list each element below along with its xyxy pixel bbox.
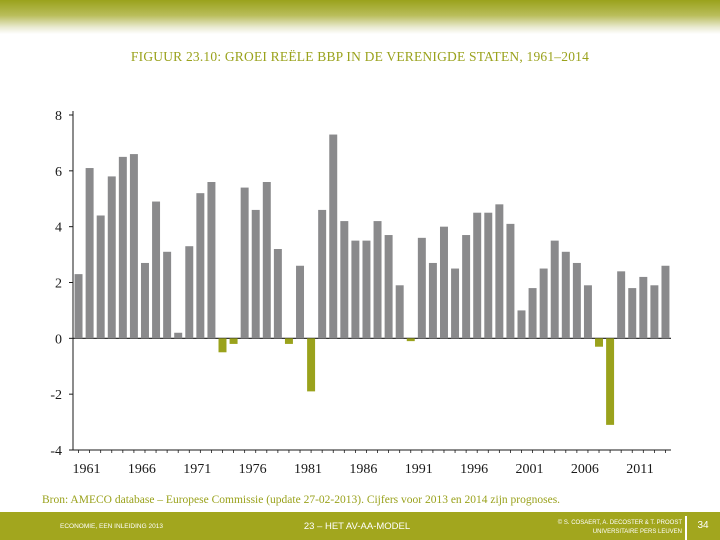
x-tick-label-1966: 1966 bbox=[128, 462, 156, 477]
bar-1994 bbox=[439, 226, 448, 339]
bar-1984 bbox=[329, 134, 338, 339]
x-tick-label-1961: 1961 bbox=[73, 462, 101, 477]
footer-divider bbox=[685, 516, 687, 540]
top-decorative-band bbox=[0, 0, 720, 34]
x-tick-label-1991: 1991 bbox=[405, 462, 433, 477]
x-tick-label-1981: 1981 bbox=[294, 462, 322, 477]
bar-1993 bbox=[428, 262, 437, 339]
bar-1979 bbox=[273, 249, 282, 339]
axes-layer bbox=[69, 111, 671, 453]
bar-1977 bbox=[251, 209, 260, 339]
bar-1992 bbox=[417, 237, 426, 339]
bar-2013 bbox=[650, 285, 659, 339]
bar-2005 bbox=[561, 251, 570, 339]
bar-2003 bbox=[539, 268, 548, 339]
y-tick-label: 2 bbox=[55, 277, 62, 292]
bar-1995 bbox=[451, 268, 460, 339]
bar-1985 bbox=[340, 221, 349, 339]
bar-1990 bbox=[395, 285, 404, 339]
bar-1996 bbox=[462, 235, 471, 339]
footer-book-title: ECONOMIE, EEN INLEIDING 2013 bbox=[60, 523, 163, 530]
bar-1968 bbox=[152, 201, 161, 339]
x-tick-label-2011: 2011 bbox=[626, 462, 653, 477]
bar-1978 bbox=[262, 182, 271, 339]
bar-1963 bbox=[96, 215, 105, 339]
slide-title: FIGUUR 23.10: GROEI REËLE BBP IN DE VERE… bbox=[130, 49, 590, 64]
footer-chapter-title: 23 – HET AV-AA-MODEL bbox=[303, 521, 411, 532]
bar-1972 bbox=[196, 193, 205, 339]
bar-2009 bbox=[606, 338, 615, 425]
bar-1986 bbox=[351, 240, 360, 339]
bar-1964 bbox=[107, 176, 116, 339]
bar-2006 bbox=[572, 262, 581, 339]
bar-1967 bbox=[140, 262, 149, 339]
bar-1975 bbox=[229, 338, 238, 344]
tick-labels-layer: -4 -2 0 2 4 6 8 1961 1966 1971 1976 1981 1986 1991 199… bbox=[50, 109, 653, 477]
bar-2010 bbox=[617, 271, 626, 339]
bar-1973 bbox=[207, 182, 216, 339]
bar-1991 bbox=[406, 338, 415, 342]
x-tick-label-1976: 1976 bbox=[239, 462, 267, 477]
bar-2002 bbox=[528, 288, 537, 339]
y-tick-label: 4 bbox=[55, 221, 62, 236]
bar-1970 bbox=[174, 332, 183, 339]
footer-copyright-authors: © S. COSAERT, A. DECOSTER & T. PROOST bbox=[557, 520, 682, 526]
bar-2011 bbox=[628, 288, 637, 339]
bar-1966 bbox=[129, 154, 138, 339]
bar-1983 bbox=[318, 209, 327, 339]
bar-2007 bbox=[583, 285, 592, 339]
y-tick-label: 6 bbox=[55, 165, 62, 180]
bar-2000 bbox=[506, 223, 515, 339]
bar-1988 bbox=[373, 221, 382, 339]
bar-1999 bbox=[495, 204, 504, 339]
bar-1962 bbox=[85, 168, 94, 339]
bar-1998 bbox=[484, 212, 493, 339]
bar-1965 bbox=[118, 156, 127, 339]
bar-1981 bbox=[296, 265, 305, 339]
x-tick-label-2006: 2006 bbox=[571, 462, 599, 477]
x-tick-label-1996: 1996 bbox=[460, 462, 488, 477]
page-number: 34 bbox=[697, 520, 709, 531]
bar-2008 bbox=[595, 338, 604, 347]
x-tick-label-2001: 2001 bbox=[516, 462, 544, 477]
bar-2001 bbox=[517, 310, 526, 339]
y-tick-label: -4 bbox=[50, 444, 62, 459]
bars-layer bbox=[74, 134, 670, 425]
bar-2004 bbox=[550, 240, 559, 339]
x-tick-label-1971: 1971 bbox=[183, 462, 211, 477]
bar-1989 bbox=[384, 235, 393, 339]
y-tick-label: -2 bbox=[50, 388, 62, 403]
footer-bar: ECONOMIE, EEN INLEIDING 2013 23 – HET AV… bbox=[0, 512, 720, 540]
source-note: Bron: AMECO database – Europese Commissi… bbox=[42, 494, 561, 506]
x-tick-label-1986: 1986 bbox=[349, 462, 377, 477]
bar-1969 bbox=[163, 251, 172, 339]
bar-1961 bbox=[74, 274, 83, 339]
footer-copyright-publisher: UNIVERSITAIRE PERS LEUVEN bbox=[592, 529, 682, 535]
bar-2014 bbox=[661, 265, 670, 339]
bar-1980 bbox=[284, 338, 293, 344]
bar-2012 bbox=[639, 276, 648, 339]
bar-1971 bbox=[185, 246, 194, 339]
bar-1976 bbox=[240, 187, 249, 339]
bar-1997 bbox=[473, 212, 482, 339]
bar-1982 bbox=[307, 338, 316, 392]
bar-1974 bbox=[218, 338, 227, 353]
footer-copyright: © S. COSAERT, A. DECOSTER & T. PROOST UN… bbox=[500, 519, 682, 537]
y-tick-label: 8 bbox=[55, 109, 62, 124]
bar-1987 bbox=[362, 240, 371, 339]
y-tick-label: 0 bbox=[55, 332, 62, 347]
